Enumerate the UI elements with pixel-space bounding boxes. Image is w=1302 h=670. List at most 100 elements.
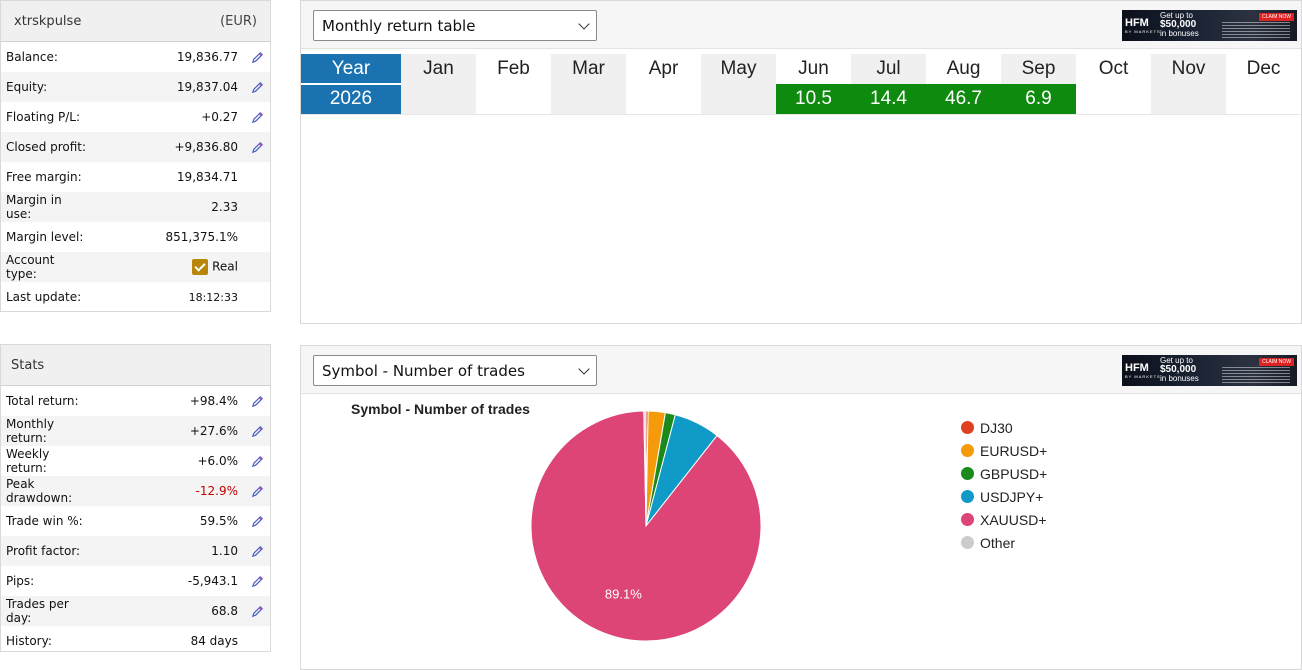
edit-pencil-icon[interactable] [250, 394, 264, 408]
chart-type-select[interactable]: Symbol - Number of trades [313, 355, 597, 386]
edit-pencil-icon[interactable] [250, 140, 264, 154]
stat-row: Equity: 19,837.04 [1, 72, 270, 102]
stat-label: Monthly return: [6, 417, 55, 445]
month-header: Oct [1076, 54, 1151, 84]
stat-row: Total return: +98.4% [1, 386, 270, 416]
legend-marker [961, 444, 974, 457]
legend-marker [961, 513, 974, 526]
account-header: xtrskpulse (EUR) [1, 1, 270, 42]
stat-value: +9,836.80 [174, 140, 239, 154]
legend-label: USDJPY+ [980, 488, 1044, 505]
legend-item[interactable]: DJ30 [961, 416, 1047, 439]
stat-label: Profit factor: [6, 544, 81, 558]
month-header: Mar [551, 54, 626, 84]
edit-pencil-icon [251, 605, 263, 617]
monthly-return-table: Year Jan Feb Mar Apr May Jun Jul Aug Sep Oct Nov De… [301, 54, 1301, 115]
stat-label: Free margin: [6, 170, 82, 184]
ad-claim-button[interactable]: CLAIM NOW [1259, 13, 1294, 21]
stat-label: Trades per day: [6, 597, 69, 625]
edit-pencil-icon[interactable] [250, 110, 264, 124]
month-header: Feb [476, 54, 551, 84]
hfm-ad-banner[interactable]: HFM BY MARKETS Get up to $50,000 in bonuses… [1122, 355, 1297, 386]
edit-pencil-icon[interactable] [250, 454, 264, 468]
month-return-cell [701, 84, 776, 115]
stat-label: Margin level: [6, 230, 84, 244]
legend-label: XAUUSD+ [980, 511, 1047, 528]
edit-pencil-icon[interactable] [250, 574, 264, 588]
month-header: Nov [1151, 54, 1226, 84]
stat-row: Peak drawdown: -12.9% [1, 476, 270, 506]
stat-row: Trades per day: 68.8 [1, 596, 270, 626]
stat-value: 19,837.04 [176, 80, 238, 94]
stat-value: 19,834.71 [176, 170, 238, 184]
stat-value: 68.8 [211, 604, 238, 618]
hfm-ad-banner[interactable]: HFM BY MARKETS Get up to $50,000 in bonuses… [1122, 10, 1297, 41]
stat-label: Account type: [6, 253, 55, 281]
legend-item[interactable]: Other [961, 531, 1047, 554]
stat-value: 59.5% [199, 514, 238, 528]
edit-pencil-icon [251, 141, 263, 153]
legend-marker [961, 490, 974, 503]
year-cell: 2026 [301, 84, 401, 115]
edit-pencil-icon[interactable] [250, 544, 264, 558]
stat-row: Free margin: 19,834.71 [1, 162, 270, 192]
month-return-cell: 14.4 [851, 84, 926, 115]
edit-pencil-icon [250, 290, 264, 304]
month-header: Aug [926, 54, 1001, 84]
legend-label: Other [980, 534, 1016, 551]
chevron-down-icon [578, 17, 590, 30]
edit-pencil-icon [250, 170, 264, 184]
stat-value: +27.6% [189, 424, 238, 438]
stat-value: -12.9% [195, 484, 238, 498]
stat-value: 84 days [190, 634, 238, 648]
legend-item[interactable]: XAUUSD+ [961, 508, 1047, 531]
stat-label: Pips: [6, 574, 35, 588]
stat-value: 19,836.77 [176, 50, 238, 64]
monthly-toolbar: Monthly return table HFM BY MARKETS Get u… [301, 1, 1301, 49]
edit-pencil-icon[interactable] [250, 80, 264, 94]
stat-value: 2.33 [211, 200, 238, 214]
stat-label: Floating P/L: [6, 110, 81, 124]
edit-pencil-icon[interactable] [250, 604, 264, 618]
stat-row: Margin level: 851,375.1% [1, 222, 270, 252]
stat-label: Peak drawdown: [6, 477, 73, 505]
edit-pencil-icon[interactable] [250, 514, 264, 528]
month-header: Jun [776, 54, 851, 84]
ad-text: Get up to $50,000 in bonuses [1160, 11, 1199, 38]
stats-rows: Total return: +98.4% Monthly return: +27.6%… [1, 386, 270, 656]
legend-label: GBPUSD+ [980, 465, 1048, 482]
legend-marker [961, 467, 974, 480]
stat-row: Balance: 19,836.77 [1, 42, 270, 72]
stat-row: Weekly return: +6.0% [1, 446, 270, 476]
monthly-values-row: 2026 10.5 14.4 46.7 6.9 [301, 84, 1301, 115]
hfm-logo: HFM BY MARKETS [1125, 362, 1161, 379]
edit-pencil-icon [250, 260, 264, 274]
stat-label: Closed profit: [6, 140, 87, 154]
legend-item[interactable]: USDJPY+ [961, 485, 1047, 508]
stat-row: Margin in use: 2.33 [1, 192, 270, 222]
stat-label: Last update: [6, 290, 82, 304]
account-panel: xtrskpulse (EUR) Balance: 19,836.77 Equity… [0, 0, 271, 312]
edit-pencil-icon[interactable] [250, 484, 264, 498]
edit-pencil-icon [251, 515, 263, 527]
edit-pencil-icon[interactable] [250, 424, 264, 438]
ad-fine-print [1222, 22, 1290, 38]
edit-pencil-icon [250, 230, 264, 244]
month-return-cell [401, 84, 476, 115]
account-type-value: Real [212, 259, 238, 274]
month-return-cell [1226, 84, 1301, 115]
account-currency: (EUR) [220, 13, 257, 29]
pie-slice-other[interactable] [643, 411, 647, 527]
pie-data-label: 89.1% [605, 587, 642, 602]
edit-pencil-icon [251, 81, 263, 93]
account-name: xtrskpulse [14, 13, 82, 29]
monthly-view-select[interactable]: Monthly return table [313, 10, 597, 41]
edit-pencil-icon[interactable] [250, 50, 264, 64]
ad-claim-button[interactable]: CLAIM NOW [1259, 358, 1294, 366]
legend-item[interactable]: EURUSD+ [961, 439, 1047, 462]
month-header: Sep [1001, 54, 1076, 84]
checkbox-checked-icon [192, 259, 209, 275]
legend-item[interactable]: GBPUSD+ [961, 462, 1047, 485]
stat-value: +98.4% [189, 394, 238, 408]
stat-row: Trade win %: 59.5% [1, 506, 270, 536]
